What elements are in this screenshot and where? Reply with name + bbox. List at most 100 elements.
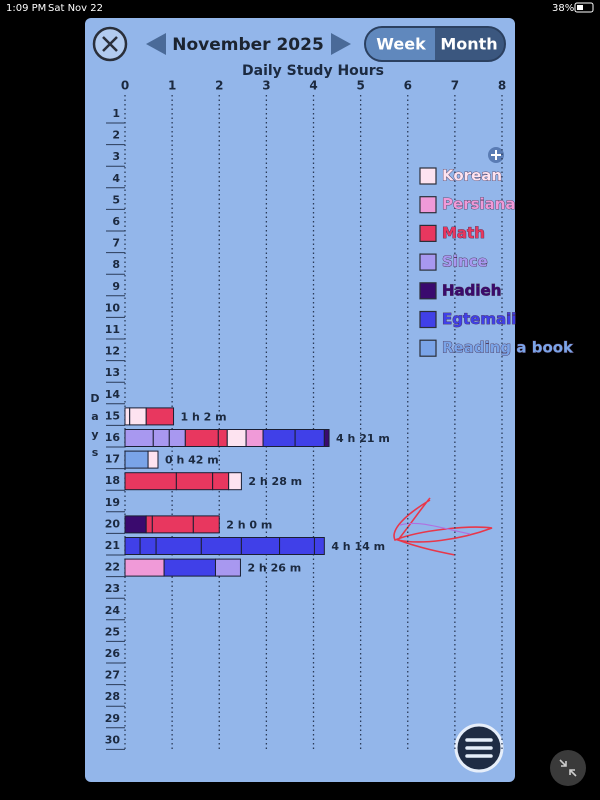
app-panel bbox=[85, 18, 515, 782]
bar-segment bbox=[226, 429, 247, 447]
bar-total-label: 2 h 26 m bbox=[247, 562, 301, 575]
y-tick-label: 25 bbox=[105, 625, 120, 638]
week-tab[interactable] bbox=[366, 28, 435, 60]
week-tab-label[interactable]: Week bbox=[376, 35, 426, 54]
bar-segment bbox=[124, 407, 131, 426]
add-button[interactable] bbox=[488, 147, 504, 163]
bar-segment bbox=[145, 515, 153, 534]
minimize-button[interactable] bbox=[550, 750, 586, 786]
x-tick-label: 0 bbox=[121, 79, 129, 93]
bar-segment bbox=[168, 429, 186, 447]
bar-total-label: 4 h 21 m bbox=[336, 432, 390, 445]
x-tick-label: 6 bbox=[404, 79, 412, 93]
bar-segment bbox=[151, 515, 194, 534]
y-tick-label: 5 bbox=[112, 193, 120, 206]
legend-label: Math bbox=[442, 224, 485, 242]
chart-title: Daily Study Hours bbox=[242, 63, 384, 79]
y-tick-label: 10 bbox=[105, 301, 121, 314]
bar-segment bbox=[124, 429, 154, 447]
x-tick-label: 2 bbox=[215, 79, 223, 93]
legend-swatch bbox=[419, 167, 437, 185]
bar-segment bbox=[313, 537, 325, 555]
bar-total-label: 0 h 42 m bbox=[165, 454, 219, 467]
y-tick-label: 12 bbox=[105, 345, 120, 358]
menu-button[interactable] bbox=[454, 723, 504, 773]
bar-segment bbox=[124, 537, 141, 555]
y-tick-label: 16 bbox=[105, 431, 121, 444]
y-tick-label: 1 bbox=[112, 107, 120, 120]
y-tick-label: 2 bbox=[112, 129, 120, 142]
y-tick-label: 4 bbox=[112, 172, 120, 185]
legend-swatch bbox=[419, 310, 437, 329]
next-month[interactable] bbox=[331, 33, 351, 55]
bar-segment bbox=[145, 407, 175, 426]
close-button[interactable] bbox=[92, 26, 128, 62]
bar-total-label: 2 h 28 m bbox=[248, 475, 302, 488]
y-tick-label: 22 bbox=[105, 561, 120, 574]
bar-segment bbox=[124, 450, 149, 469]
y-tick-label: 6 bbox=[112, 215, 120, 228]
bar-segment bbox=[129, 407, 147, 426]
y-tick-label: 19 bbox=[105, 496, 120, 509]
y-tick-label: 11 bbox=[105, 323, 120, 336]
bar-segment bbox=[212, 472, 230, 491]
y-tick-label: 14 bbox=[105, 388, 121, 401]
bar-total-label: 2 h 0 m bbox=[226, 518, 272, 531]
bar-segment bbox=[240, 537, 281, 555]
legend-swatch bbox=[419, 282, 437, 300]
bar-segment bbox=[124, 515, 147, 534]
legend-label: Persiana bbox=[442, 195, 516, 213]
y-tick-label: 29 bbox=[105, 712, 120, 725]
bar-segment bbox=[262, 429, 296, 447]
y-tick-label: 3 bbox=[112, 150, 120, 163]
bar-segment bbox=[294, 429, 325, 447]
y-tick-label: 23 bbox=[105, 582, 120, 595]
x-tick-label: 3 bbox=[262, 79, 270, 93]
bar-segment bbox=[184, 429, 219, 447]
x-tick-label: 8 bbox=[498, 79, 506, 93]
bar-segment bbox=[152, 429, 170, 447]
y-tick-label: 27 bbox=[105, 669, 120, 682]
bar-segment bbox=[175, 472, 214, 491]
status-battery: 38% bbox=[552, 3, 574, 14]
bar-segment bbox=[217, 429, 228, 447]
status-date: Sat Nov 22 bbox=[48, 3, 103, 14]
legend-label: Hadieh bbox=[442, 281, 501, 299]
x-tick-label: 4 bbox=[309, 79, 317, 93]
bar-segment bbox=[124, 558, 165, 577]
y-tick-label: 8 bbox=[112, 258, 120, 271]
legend-swatch bbox=[419, 253, 437, 271]
prev-month[interactable] bbox=[146, 33, 166, 55]
legend-label: Since bbox=[442, 253, 488, 271]
y-tick-label: 21 bbox=[105, 539, 120, 552]
legend-swatch bbox=[419, 339, 437, 357]
bar-segment bbox=[245, 429, 264, 447]
bar-segment bbox=[323, 429, 330, 447]
y-tick-label: 17 bbox=[105, 453, 120, 466]
bar-segment bbox=[228, 472, 242, 491]
battery-level bbox=[577, 5, 583, 10]
y-tick-label: 13 bbox=[105, 366, 120, 379]
x-tick-label: 5 bbox=[356, 79, 364, 93]
bar-segment bbox=[163, 558, 216, 577]
bar-segment bbox=[214, 558, 241, 577]
legend-label: Reading a book bbox=[442, 339, 574, 357]
month-tab-label[interactable]: Month bbox=[440, 35, 497, 54]
month-title: November 2025 bbox=[172, 35, 324, 55]
y-tick-label: 15 bbox=[105, 409, 120, 422]
x-tick-label: 7 bbox=[451, 79, 459, 93]
bar-segment bbox=[200, 537, 242, 555]
legend-label: Egtemaii bbox=[442, 310, 516, 328]
y-tick-label: 9 bbox=[112, 280, 120, 293]
bar-segment bbox=[192, 515, 220, 534]
bar-segment bbox=[155, 537, 202, 555]
bar-segment bbox=[279, 537, 315, 555]
bar-segment bbox=[124, 472, 177, 491]
y-tick-label: 26 bbox=[105, 647, 121, 660]
bar-segment bbox=[139, 537, 157, 555]
legend-swatch bbox=[419, 224, 437, 242]
status-time: 1:09 PM bbox=[6, 3, 46, 14]
